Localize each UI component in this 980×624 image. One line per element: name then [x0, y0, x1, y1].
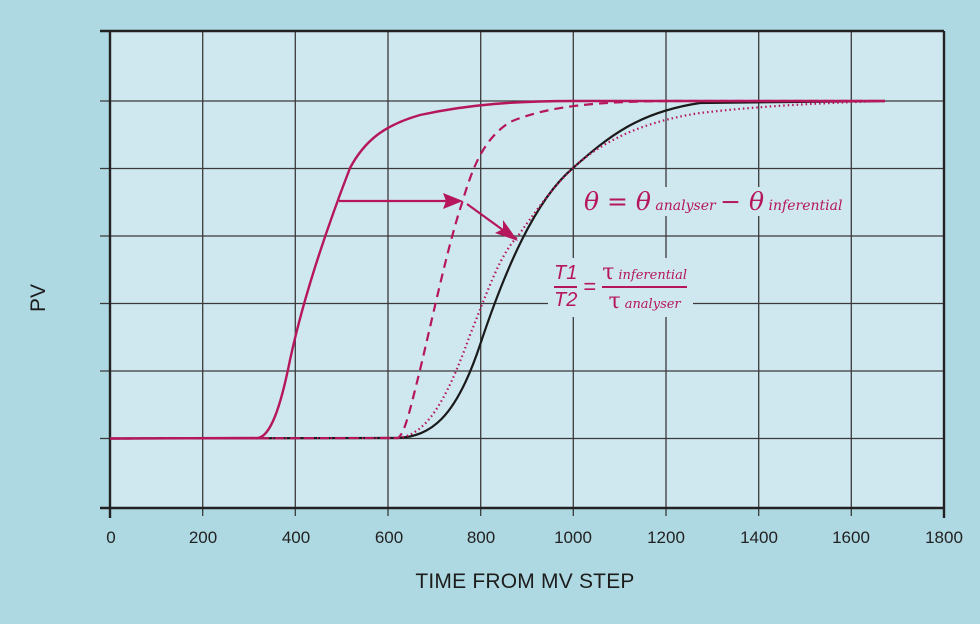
x-tick-0: 0: [106, 528, 116, 547]
tau-symbol: τ: [608, 289, 621, 315]
x-axis-label: TIME FROM MV STEP: [415, 570, 635, 593]
theta-symbol: θ: [635, 187, 651, 216]
x-tick-400: 400: [281, 528, 311, 547]
x-tick-1800: 1800: [925, 528, 963, 547]
equals-sign: =: [583, 274, 597, 300]
x-tick-800: 800: [466, 528, 496, 547]
series-analyser: [109, 99, 885, 440]
fraction-numerator: T1: [554, 262, 578, 285]
subscript-inferential: inferential: [618, 268, 687, 283]
time-constant-fraction: T1 T2: [554, 262, 578, 312]
dead-time-formula: θ = θ analyser − θ inferential: [580, 187, 847, 216]
subscript-analyser: analyser: [650, 198, 721, 214]
tau-fraction: τ inferential τ analyser: [602, 260, 687, 315]
subscript-analyser: analyser: [624, 297, 681, 313]
x-tick-200: 200: [188, 528, 218, 547]
tau-denominator: τ analyser: [609, 289, 681, 314]
theta-symbol: θ: [749, 187, 765, 216]
fraction-bar: [554, 286, 578, 289]
minus-sign: −: [720, 187, 750, 216]
tau-symbol: τ: [602, 260, 615, 285]
x-tick-1000: 1000: [554, 528, 592, 547]
x-tick-600: 600: [374, 528, 404, 547]
x-tick-1600: 1600: [832, 528, 870, 547]
subscript-inferential: inferential: [764, 198, 843, 214]
tau-numerator: τ inferential: [602, 260, 687, 285]
x-tick-1200: 1200: [647, 528, 685, 547]
lag-arrow: [466, 203, 518, 241]
fraction-denominator: T2: [554, 289, 578, 312]
theta-symbol: θ: [584, 187, 600, 216]
plot-frame: [100, 29, 946, 518]
y-axis-label: PV: [27, 284, 50, 313]
x-tick-1400: 1400: [740, 528, 778, 547]
fraction-bar: [602, 286, 687, 289]
series-process-pv: [109, 99, 886, 440]
equals-sign: =: [599, 187, 636, 216]
lag-ratio-formula: T1 T2 = τ inferential τ analyser: [548, 258, 693, 317]
series-inferential-dotted: [109, 99, 886, 440]
plot-area: [110, 31, 944, 508]
delay-arrow: [339, 193, 463, 209]
series-inferential-dashed: [109, 99, 885, 440]
